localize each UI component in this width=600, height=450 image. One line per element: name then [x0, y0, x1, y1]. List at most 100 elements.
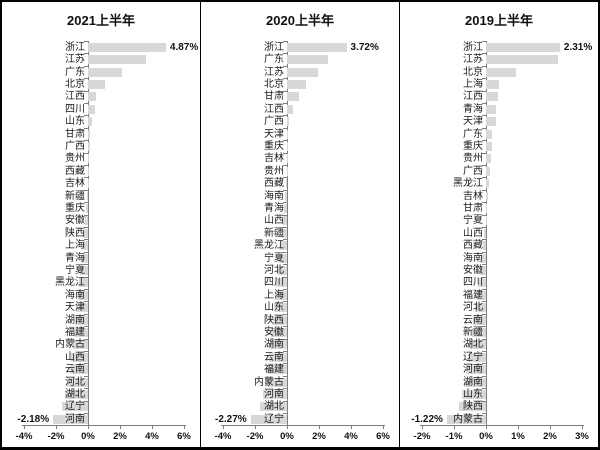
category-label: 山西 — [463, 227, 483, 239]
value-axis-tick — [184, 425, 185, 430]
value-label: 3.72% — [350, 41, 379, 53]
category-axis-tick — [482, 301, 486, 303]
bar — [286, 166, 288, 176]
bar — [486, 203, 487, 213]
category-axis-tick — [283, 251, 287, 253]
value-label: -2.27% — [214, 413, 247, 425]
category-label: 陕西 — [65, 227, 85, 239]
bar — [479, 265, 486, 275]
category-axis-line — [287, 41, 288, 426]
category-label: 辽宁 — [264, 413, 284, 425]
category-label: 广西 — [65, 140, 85, 152]
bar — [72, 340, 88, 350]
category-axis-tick — [482, 90, 486, 92]
bar — [88, 79, 105, 89]
value-axis-tick — [56, 425, 57, 430]
bar — [88, 104, 96, 114]
category-label: 江苏 — [463, 54, 483, 66]
category-axis-tick — [84, 413, 88, 414]
axis-tick-label: 4% — [344, 431, 358, 443]
bar — [77, 290, 88, 300]
category-axis-tick — [283, 326, 287, 328]
category-axis-tick — [283, 214, 287, 216]
category-axis-tick — [482, 140, 486, 142]
bar — [466, 365, 486, 375]
category-label: 贵州 — [463, 153, 483, 165]
category-axis-tick — [482, 326, 486, 328]
category-axis-tick — [482, 313, 486, 315]
bar — [473, 315, 486, 325]
category-label: 黑龙江 — [453, 178, 483, 190]
category-label: 上海 — [463, 78, 483, 90]
category-label: 河北 — [463, 302, 483, 314]
category-axis-tick — [482, 65, 486, 67]
category-label: 新疆 — [65, 190, 85, 202]
category-label: 云南 — [264, 351, 284, 363]
category-axis-tick — [482, 41, 486, 42]
bar — [88, 179, 89, 189]
bar — [73, 327, 88, 337]
value-axis-line — [420, 425, 584, 427]
axis-tick-label: -4% — [214, 431, 232, 443]
category-label: 河北 — [65, 376, 85, 388]
category-axis-tick — [84, 140, 88, 142]
category-label: 四川 — [463, 277, 483, 289]
category-label: 重庆 — [65, 202, 85, 214]
axis-tick-label: 1% — [511, 431, 525, 443]
bar — [486, 129, 493, 139]
bar — [486, 141, 492, 151]
category-label: 江西 — [463, 91, 483, 103]
category-label: 河南 — [264, 388, 284, 400]
category-axis-tick — [84, 251, 88, 253]
category-axis-tick — [84, 388, 88, 390]
category-label: 西藏 — [264, 178, 284, 190]
axis-tick-label: -4% — [15, 431, 33, 443]
category-axis-tick — [283, 301, 287, 303]
category-axis-tick — [283, 363, 287, 365]
plot-area: 浙江 4.87% 江苏 广东 北京 江西 四川 山东 甘肃 广西 贵州 西藏 吉林 新疆 重庆 安徽 陕西 上海青… — [2, 41, 200, 447]
bar — [476, 290, 486, 300]
category-label: 吉林 — [65, 178, 85, 190]
chart-title: 2021上半年 — [67, 13, 135, 28]
value-label: -2.18% — [17, 413, 50, 425]
category-axis-tick — [84, 227, 88, 228]
bar — [284, 191, 287, 201]
category-label: 甘肃 — [65, 128, 85, 140]
category-axis-tick — [283, 375, 287, 377]
category-label: 北京 — [264, 78, 284, 90]
bar — [272, 315, 287, 325]
bar — [64, 389, 88, 399]
category-axis-line — [88, 41, 89, 426]
bar — [263, 389, 287, 399]
bar — [287, 154, 288, 164]
category-label: 河南 — [65, 413, 85, 425]
category-label: 西藏 — [463, 240, 483, 252]
bar — [81, 253, 88, 263]
category-label: 云南 — [463, 314, 483, 326]
axis-tick-label: 0% — [479, 431, 493, 443]
category-label: 浙江 — [264, 41, 284, 53]
value-axis-tick — [486, 425, 487, 430]
category-axis-tick — [482, 127, 486, 129]
category-label: 甘肃 — [264, 91, 284, 103]
category-axis-tick — [482, 103, 486, 104]
value-axis-tick — [518, 425, 519, 430]
bar — [486, 216, 487, 226]
bar — [287, 141, 288, 151]
category-label: 湖北 — [65, 388, 85, 400]
category-label: 吉林 — [463, 190, 483, 202]
category-label: 浙江 — [65, 41, 85, 53]
category-axis-tick — [84, 338, 88, 340]
category-label: 湖北 — [463, 339, 483, 351]
category-axis-tick — [84, 313, 88, 315]
category-axis-tick — [283, 152, 287, 154]
category-axis-tick — [283, 227, 287, 228]
category-axis-tick — [482, 413, 486, 414]
category-axis-tick — [482, 152, 486, 154]
category-axis-tick — [84, 53, 88, 55]
bar — [250, 414, 287, 424]
category-axis-tick — [482, 251, 486, 253]
category-axis-tick — [84, 65, 88, 67]
category-label: 重庆 — [264, 140, 284, 152]
